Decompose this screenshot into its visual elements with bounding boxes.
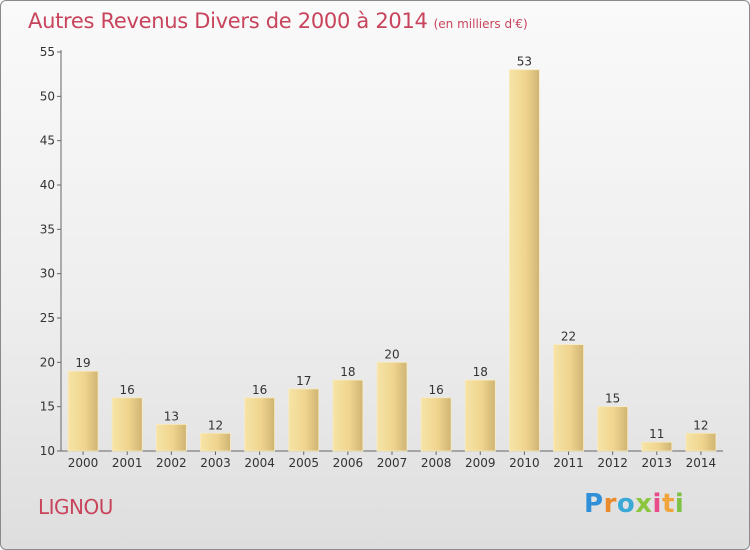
data-label: 18 (340, 365, 355, 379)
bar (465, 380, 495, 451)
x-tick-label: 2005 (288, 456, 319, 470)
bar (554, 345, 584, 451)
bar (68, 371, 98, 451)
x-tick-label: 2009 (465, 456, 496, 470)
proxiti-logo[interactable]: Proxiti (584, 489, 684, 519)
y-tick-label: 50 (40, 89, 55, 103)
data-label: 16 (252, 383, 267, 397)
data-label: 16 (428, 383, 443, 397)
y-tick-label: 10 (40, 444, 55, 458)
x-tick-label: 2011 (553, 456, 584, 470)
y-tick-label: 20 (40, 355, 55, 369)
x-tick-label: 2010 (509, 456, 540, 470)
y-tick-label: 25 (40, 311, 55, 325)
x-tick-label: 2007 (377, 456, 408, 470)
x-tick-label: 2000 (68, 456, 99, 470)
bar (686, 433, 716, 451)
data-label: 15 (605, 392, 620, 406)
data-label: 22 (561, 330, 576, 344)
y-tick-label: 15 (40, 400, 55, 414)
bar (289, 389, 319, 451)
x-tick-label: 2014 (686, 456, 717, 470)
bar (642, 442, 672, 451)
bar (509, 70, 539, 451)
data-label: 12 (208, 418, 223, 432)
x-tick-label: 2012 (597, 456, 628, 470)
x-tick-label: 2006 (333, 456, 364, 470)
x-tick-label: 2001 (112, 456, 143, 470)
data-label: 20 (384, 347, 399, 361)
bar (377, 362, 407, 451)
data-label: 12 (693, 418, 708, 432)
x-tick-label: 2002 (156, 456, 187, 470)
x-tick-label: 2003 (200, 456, 231, 470)
data-label: 13 (164, 409, 179, 423)
data-label: 18 (473, 365, 488, 379)
data-label: 19 (75, 356, 90, 370)
data-label: 16 (120, 383, 135, 397)
bar (156, 424, 186, 451)
commune-name: LIGNOU (38, 495, 113, 519)
x-tick-label: 2004 (244, 456, 275, 470)
data-label: 17 (296, 374, 311, 388)
bar (112, 398, 142, 451)
x-tick-label: 2008 (421, 456, 452, 470)
bar (245, 398, 275, 451)
y-tick-label: 55 (40, 45, 55, 59)
y-tick-label: 45 (40, 134, 55, 148)
y-tick-label: 35 (40, 222, 55, 236)
bar (421, 398, 451, 451)
data-label: 53 (517, 55, 532, 69)
x-tick-label: 2013 (642, 456, 673, 470)
bar (333, 380, 363, 451)
y-tick-label: 40 (40, 178, 55, 192)
y-tick-label: 30 (40, 267, 55, 281)
data-label: 11 (649, 427, 664, 441)
bar (200, 433, 230, 451)
bar (598, 407, 628, 451)
